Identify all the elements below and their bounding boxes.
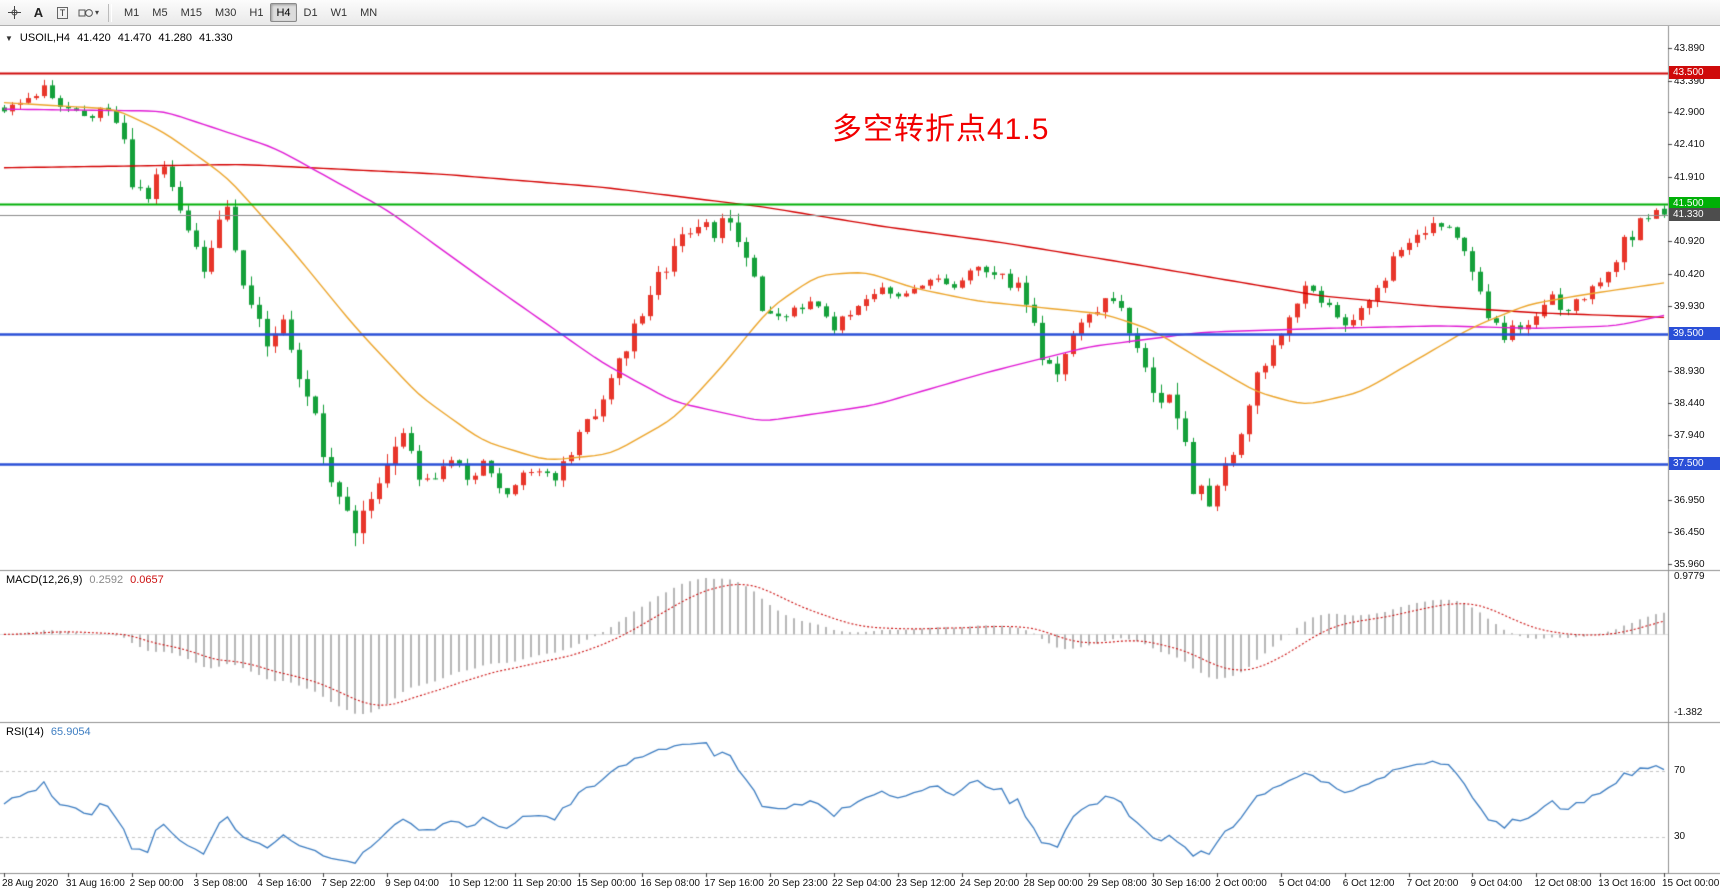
time-tick-label: 10 Sep 12:00: [448, 878, 509, 889]
price-tick-label: 42.900: [1674, 107, 1705, 119]
timeframe-group: M1 M5 M15 M30 H1 H4 D1 W1 MN: [118, 3, 383, 22]
time-tick-label: 16 Sep 08:00: [640, 878, 700, 889]
dropdown-caret-icon: ▾: [95, 8, 100, 17]
time-tick-label: 15 Oct 00:00: [1662, 878, 1720, 889]
time-axis[interactable]: 28 Aug 2020 31 Aug 16:00 2 Sep 00:00 3 Sep …: [0, 873, 1720, 896]
time-tick-label: 20 Sep 23:00: [768, 878, 828, 889]
price-axis[interactable]: 0.9779 -1.382 70 30 43.890 43.390 42.900 42…: [1668, 26, 1720, 896]
shapes-tool-button[interactable]: ▾: [75, 2, 102, 23]
quote-open: 41.420: [77, 32, 111, 44]
price-tick-label: 43.390: [1674, 75, 1705, 87]
time-tick-label: 11 Sep 20:00: [512, 878, 572, 889]
timeframe-button-d1[interactable]: D1: [298, 3, 324, 22]
rsi-level-30: 30: [1674, 831, 1686, 842]
label-tool-icon: T: [56, 6, 69, 19]
price-tick-label: 38.930: [1674, 365, 1705, 377]
macd-label: MACD(12,26,9) 0.2592 0.0657: [6, 574, 164, 586]
timeframe-button-m5[interactable]: M5: [146, 3, 173, 22]
time-tick-label: 9 Oct 04:00: [1470, 878, 1523, 889]
macd-name: MACD(12,26,9): [6, 574, 83, 586]
price-tick-label: 35.960: [1674, 559, 1705, 570]
time-tick-label: 24 Sep 20:00: [959, 878, 1020, 889]
rsi-level-70: 70: [1674, 765, 1686, 776]
crosshair-icon: [8, 6, 21, 19]
bid-price-badge: 41.330: [1669, 207, 1720, 221]
price-tick-label: 40.420: [1674, 268, 1705, 280]
macd-value-signal: 0.0657: [130, 574, 164, 586]
price-tick-label: 42.410: [1674, 139, 1705, 151]
time-tick-label: 23 Sep 12:00: [895, 878, 956, 889]
level-badge-39.500: 39.500: [1669, 326, 1720, 340]
price-tick-label: 36.950: [1674, 494, 1705, 506]
time-tick-label: 15 Sep 00:00: [576, 878, 637, 889]
macd-value-main: 0.2592: [89, 574, 124, 586]
price-tick-label: 36.450: [1674, 527, 1705, 539]
crosshair-tool-button[interactable]: [3, 2, 26, 23]
chart-annotation[interactable]: 多空转折点41.5: [832, 113, 1050, 146]
rsi-label: RSI(14) 65.9054: [6, 726, 91, 738]
timeframe-button-m15[interactable]: M15: [175, 3, 208, 22]
rsi-name: RSI(14): [6, 726, 44, 738]
time-tick-label: 5 Oct 04:00: [1278, 878, 1331, 889]
quote-close: 41.330: [199, 32, 233, 44]
time-tick-label: 2 Sep 00:00: [129, 878, 184, 889]
price-tick-label: 39.930: [1674, 300, 1705, 312]
text-tool-label: A: [33, 5, 44, 20]
text-tool-button[interactable]: A: [27, 2, 50, 23]
time-tick-label: 28 Sep 00:00: [1023, 878, 1084, 889]
time-tick-label: 9 Sep 04:00: [385, 878, 439, 889]
chart-area: ▼ USOIL,H4 41.420 41.470 41.280 41.330 多…: [0, 26, 1720, 896]
price-tick-label: 43.890: [1674, 43, 1705, 54]
toolbar: A T ▾ M1 M5 M15 M30 H1 H4 D1 W1 MN: [0, 0, 1720, 26]
timeframe-button-mn[interactable]: MN: [354, 3, 383, 22]
symbol-label: USOIL,H4: [19, 32, 71, 44]
level-badge-43.500: 43.500: [1669, 66, 1720, 80]
chart-canvas[interactable]: [0, 26, 1720, 896]
time-tick-label: 29 Sep 08:00: [1087, 878, 1147, 889]
price-tick-label: 40.920: [1674, 236, 1705, 248]
time-tick-label: 7 Sep 22:00: [321, 878, 376, 889]
price-tick-label: 38.440: [1674, 397, 1705, 409]
timeframe-button-m30[interactable]: M30: [209, 3, 242, 22]
chart-header: ▼ USOIL,H4 41.420 41.470 41.280 41.330: [5, 32, 233, 44]
level-badge-41.500: 41.500: [1669, 196, 1720, 210]
quote-low: 41.280: [158, 32, 193, 44]
price-tick-label: 41.910: [1674, 171, 1705, 183]
time-tick-label: 4 Sep 16:00: [257, 878, 312, 889]
time-tick-label: 31 Aug 16:00: [65, 878, 125, 889]
timeframe-button-h4[interactable]: H4: [270, 3, 297, 22]
timeframe-button-h1[interactable]: H1: [243, 3, 269, 22]
macd-axis-min: -1.382: [1674, 707, 1703, 718]
collapse-icon[interactable]: ▼: [5, 33, 13, 43]
time-tick-label: 6 Oct 12:00: [1342, 878, 1395, 889]
quote-high: 41.470: [117, 32, 152, 44]
time-tick-label: 22 Sep 04:00: [832, 878, 892, 889]
time-tick-label: 12 Oct 08:00: [1534, 878, 1592, 889]
time-tick-label: 2 Oct 00:00: [1215, 878, 1267, 889]
label-tool-button[interactable]: T: [51, 2, 74, 23]
time-tick-label: 28 Aug 2020: [1, 878, 59, 889]
timeframe-button-m1[interactable]: M1: [118, 3, 145, 22]
toolbar-separator: [108, 3, 113, 22]
macd-axis-max: 0.9779: [1674, 571, 1705, 582]
level-badge-37.500: 37.500: [1669, 456, 1720, 470]
time-tick-label: 7 Oct 20:00: [1406, 878, 1459, 889]
shapes-icon: [78, 9, 93, 17]
time-tick-label: 17 Sep 16:00: [704, 878, 764, 889]
time-tick-label: 30 Sep 16:00: [1151, 878, 1211, 889]
rsi-value: 65.9054: [50, 726, 91, 738]
time-tick-label: 13 Oct 16:00: [1598, 878, 1656, 889]
price-tick-label: 37.940: [1674, 430, 1705, 442]
time-tick-label: 3 Sep 08:00: [193, 878, 248, 889]
timeframe-button-w1[interactable]: W1: [325, 3, 354, 22]
